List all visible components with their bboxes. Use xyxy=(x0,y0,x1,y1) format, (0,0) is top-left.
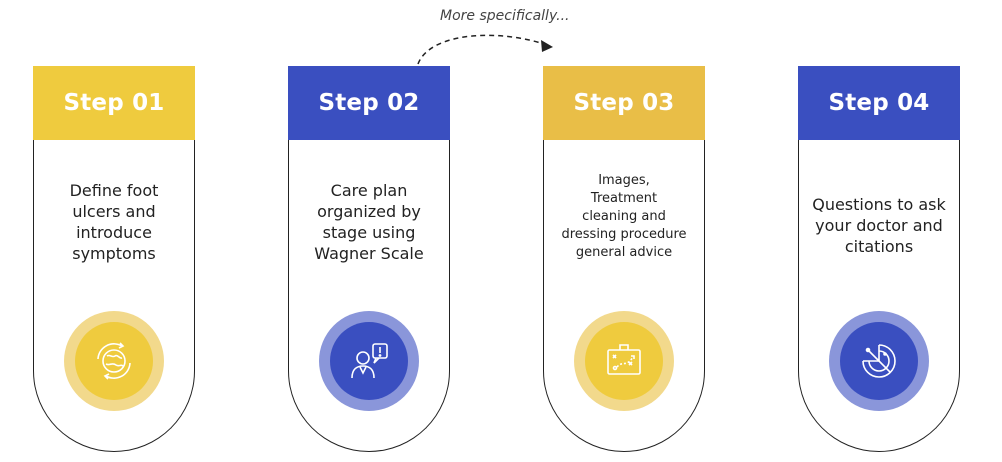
step-description: Define foot ulcers and introduce symptom… xyxy=(69,181,159,263)
step-header: Step 03 xyxy=(543,66,705,140)
person-alert-icon xyxy=(351,343,388,379)
step-card-02: Step 02 Care plan organized by stage usi… xyxy=(288,66,450,452)
step-header: Step 04 xyxy=(798,66,960,140)
radar-icon xyxy=(862,344,896,378)
step-header: Step 01 xyxy=(33,66,195,140)
step-description: Images, Treatment cleaning and dressing … xyxy=(561,173,687,260)
globe-cycle-icon xyxy=(97,342,131,380)
step-description: Questions to ask your doctor and citatio… xyxy=(812,195,946,256)
icon-ring xyxy=(574,311,674,411)
strategy-board-icon xyxy=(607,344,641,375)
step-header: Step 02 xyxy=(288,66,450,140)
step-card-03: Step 03 Images, Treatment cleaning and d… xyxy=(543,66,705,452)
step-card-04: Step 04 Questions to ask your doctor and… xyxy=(798,66,960,452)
icon-ring xyxy=(64,311,164,411)
annotation-more-specifically: More specifically... xyxy=(440,8,570,24)
curved-arrow-icon xyxy=(417,34,553,65)
step-description: Care plan organized by stage using Wagne… xyxy=(314,181,424,263)
icon-ring xyxy=(829,311,929,411)
step-card-01: Step 01 Define foot ulcers and introduce… xyxy=(33,66,195,452)
icon-ring xyxy=(319,311,419,411)
